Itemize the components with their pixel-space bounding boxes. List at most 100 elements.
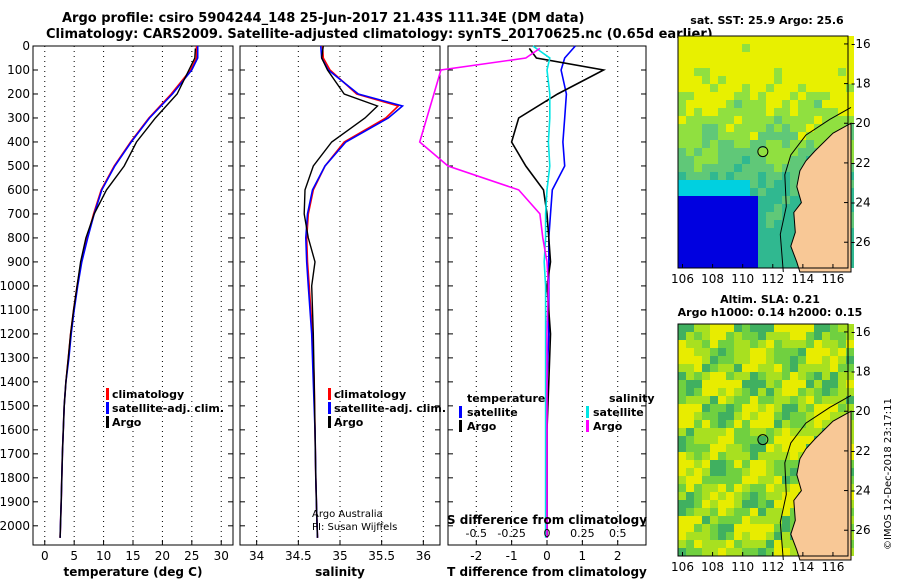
map-cell (846, 404, 854, 412)
map-cell (846, 36, 854, 44)
map-cell (838, 404, 846, 412)
x-axis-label: temperature (deg C) (64, 565, 203, 579)
map-cell (790, 340, 798, 348)
y-tick-label: -26 (851, 235, 871, 249)
map-cell (702, 124, 710, 132)
map-cell (710, 36, 718, 44)
map-cell (702, 372, 710, 380)
map-cell (742, 108, 750, 116)
map-cell (686, 252, 694, 260)
legend-swatch (328, 416, 331, 428)
map-cell (766, 420, 774, 428)
map-cell (710, 212, 718, 220)
map-cell (726, 356, 734, 364)
map-cell (742, 60, 750, 68)
map-cell (702, 540, 710, 548)
map-cell (750, 436, 758, 444)
map-cell (798, 100, 806, 108)
map-cell (782, 60, 790, 68)
map-cell (822, 348, 830, 356)
map-cell (702, 100, 710, 108)
map-cell (678, 396, 686, 404)
map-cell (766, 260, 774, 268)
map-cell (774, 180, 782, 188)
map-cell (742, 36, 750, 44)
map-cell (718, 460, 726, 468)
map-cell (766, 204, 774, 212)
map-cell (686, 36, 694, 44)
map-cell (702, 236, 710, 244)
map-cell (718, 260, 726, 268)
y-tick-label: 500 (7, 159, 30, 173)
map-cell (758, 52, 766, 60)
map-cell (774, 172, 782, 180)
map-cell (774, 76, 782, 84)
map-cell (750, 348, 758, 356)
map-cell (750, 212, 758, 220)
map-cell (782, 228, 790, 236)
map-cell (686, 84, 694, 92)
map-cell (718, 36, 726, 44)
map-cell (742, 508, 750, 516)
map-cell (790, 124, 798, 132)
map-cell (742, 412, 750, 420)
map-cell (806, 364, 814, 372)
map-cell (790, 444, 798, 452)
legend-title: salinity (609, 392, 655, 405)
map-cell (830, 44, 838, 52)
y-tick-label: 400 (7, 135, 30, 149)
map-cell (798, 428, 806, 436)
map-cell (742, 444, 750, 452)
map-cell (726, 324, 734, 332)
map-cell (798, 388, 806, 396)
map-cell (702, 36, 710, 44)
map-cell (686, 524, 694, 532)
map-cell (694, 220, 702, 228)
map-cell (766, 132, 774, 140)
map-cell (710, 548, 718, 556)
series-line-argo (59, 48, 197, 538)
map-cell (838, 364, 846, 372)
x-tick-label: 112 (761, 272, 784, 286)
map-cell (678, 444, 686, 452)
map-cell (766, 476, 774, 484)
map-cell (686, 116, 694, 124)
legend-swatch (586, 406, 589, 418)
map-cell (758, 372, 766, 380)
map-cell (782, 44, 790, 52)
map-cell (782, 172, 790, 180)
map-cell (790, 172, 798, 180)
map-cell (830, 348, 838, 356)
map-cell (734, 252, 742, 260)
map-cell (830, 36, 838, 44)
map-cell (686, 156, 694, 164)
map-cell (726, 364, 734, 372)
map-cell (750, 412, 758, 420)
map-cell (694, 476, 702, 484)
map-cell (718, 380, 726, 388)
map-cell (758, 220, 766, 228)
map-cell (798, 60, 806, 68)
map-frame (677, 35, 849, 269)
map-cell (782, 460, 790, 468)
map-cell (718, 356, 726, 364)
map-cell (758, 444, 766, 452)
map-cell (726, 500, 734, 508)
map-cell (710, 84, 718, 92)
map-cell (694, 492, 702, 500)
map-cell (678, 220, 686, 228)
map-cell (710, 100, 718, 108)
map-cell (726, 116, 734, 124)
map-cell (678, 492, 686, 500)
map-cell (790, 420, 798, 428)
map-cell (790, 396, 798, 404)
map-cell (710, 372, 718, 380)
map-cell (806, 356, 814, 364)
map-cell (782, 220, 790, 228)
map-cell (758, 124, 766, 132)
legend-label: Argo (467, 420, 497, 433)
map-cell (678, 260, 686, 268)
map-cell (686, 340, 694, 348)
map-cell (686, 212, 694, 220)
